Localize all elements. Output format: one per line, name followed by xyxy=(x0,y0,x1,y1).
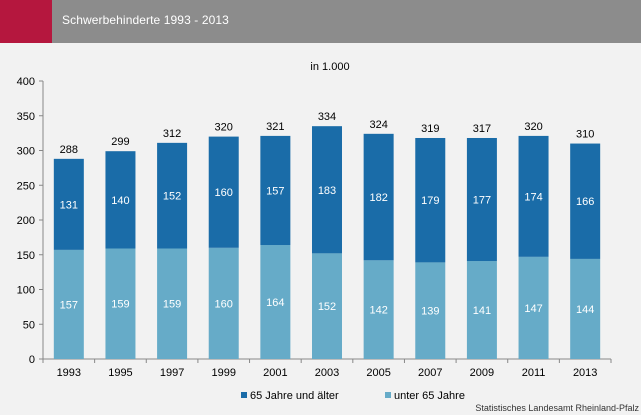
data-label-total: 319 xyxy=(421,123,439,135)
bar-segment-unter-65 xyxy=(415,262,446,359)
bar-segment-65-und-aelter xyxy=(312,126,342,254)
y-tick-label: 0 xyxy=(29,354,35,366)
data-label-65-und-aelter: 160 xyxy=(215,187,233,199)
data-label-unter-65: 164 xyxy=(266,297,284,309)
x-tick-label: 2011 xyxy=(522,367,546,379)
x-tick-label: 1993 xyxy=(57,367,81,379)
data-label-unter-65: 139 xyxy=(421,306,439,318)
bar-segment-65-und-aelter xyxy=(518,135,549,257)
data-label-total: 299 xyxy=(111,136,129,148)
data-label-unter-65: 141 xyxy=(473,305,491,317)
chart-subtitle: in 1.000 xyxy=(310,61,349,73)
data-label-total: 324 xyxy=(369,119,387,131)
bar-segment-unter-65 xyxy=(157,248,188,359)
data-label-65-und-aelter: 174 xyxy=(524,191,542,203)
y-tick-label: 200 xyxy=(17,215,35,227)
data-label-unter-65: 159 xyxy=(163,299,181,311)
data-label-total: 317 xyxy=(473,123,491,135)
bar-segment-unter-65 xyxy=(518,256,549,359)
data-label-unter-65: 147 xyxy=(524,303,542,315)
page-title: Schwerbehinderte 1993 - 2013 xyxy=(62,13,229,27)
bar-segment-65-und-aelter xyxy=(466,137,497,262)
legend-swatch-65-und-aelter xyxy=(241,392,247,398)
y-tick-label: 150 xyxy=(17,250,35,262)
y-tick-label: 300 xyxy=(17,146,35,158)
bar-segment-unter-65 xyxy=(312,253,342,359)
data-label-total: 334 xyxy=(318,111,336,123)
bar-segment-unter-65 xyxy=(570,258,601,359)
bar-segment-65-und-aelter xyxy=(208,136,239,248)
bar-segment-65-und-aelter xyxy=(260,135,291,246)
data-label-unter-65: 142 xyxy=(369,305,387,317)
data-label-65-und-aelter: 183 xyxy=(318,185,336,197)
data-label-65-und-aelter: 152 xyxy=(163,191,181,203)
bar-segment-unter-65 xyxy=(363,260,394,359)
data-label-unter-65: 152 xyxy=(318,301,336,313)
data-label-unter-65: 144 xyxy=(576,304,594,316)
data-label-65-und-aelter: 179 xyxy=(421,195,439,207)
stacked-bar-chart: in 1.000 0 50 100 150 200 250 300 350 400 157 131 28… xyxy=(17,61,612,402)
data-label-total: 321 xyxy=(266,121,284,133)
source-credit: Statistisches Landesamt Rheinland-Pfalz xyxy=(475,403,639,413)
bar-segment-unter-65 xyxy=(53,249,84,359)
x-tick-label: 2005 xyxy=(366,367,390,379)
y-tick-label: 250 xyxy=(17,180,35,192)
bar-segment-unter-65 xyxy=(260,245,291,359)
data-label-unter-65: 157 xyxy=(60,299,78,311)
bar-segment-65-und-aelter xyxy=(105,151,136,249)
data-label-total: 288 xyxy=(60,144,78,156)
x-tick-label: 1997 xyxy=(160,367,184,379)
y-tick-label: 50 xyxy=(23,319,35,331)
bar-segment-unter-65 xyxy=(208,247,239,359)
bar-segment-65-und-aelter xyxy=(53,158,84,250)
legend-label-unter-65: unter 65 Jahre xyxy=(394,390,465,402)
data-label-65-und-aelter: 166 xyxy=(576,196,594,208)
bar-segment-65-und-aelter xyxy=(157,142,188,249)
x-tick-label: 2007 xyxy=(418,367,442,379)
data-label-total: 320 xyxy=(215,122,233,134)
x-tick-label: 1995 xyxy=(108,367,132,379)
legend-swatch-unter-65 xyxy=(385,392,391,398)
bar-segment-65-und-aelter xyxy=(363,133,394,261)
data-label-65-und-aelter: 157 xyxy=(266,185,284,197)
data-label-65-und-aelter: 140 xyxy=(111,195,129,207)
bar-segment-65-und-aelter xyxy=(415,137,446,263)
y-tick-label: 350 xyxy=(17,111,35,123)
x-tick-label: 2001 xyxy=(263,367,287,379)
header-accent-block xyxy=(0,0,52,43)
data-label-65-und-aelter: 177 xyxy=(473,194,491,206)
x-tick-label: 2009 xyxy=(470,367,494,379)
data-label-65-und-aelter: 182 xyxy=(369,192,387,204)
legend-label-65-und-aelter: 65 Jahre und älter xyxy=(250,390,339,402)
x-tick-label: 2013 xyxy=(573,367,597,379)
data-label-total: 320 xyxy=(524,121,542,133)
bar-segment-65-und-aelter xyxy=(570,143,601,259)
data-label-total: 312 xyxy=(163,128,181,140)
x-tick-label: 1999 xyxy=(211,367,235,379)
bar-segment-unter-65 xyxy=(105,248,136,359)
y-tick-label: 400 xyxy=(17,76,35,88)
data-label-total: 310 xyxy=(576,129,594,141)
y-tick-label: 100 xyxy=(17,285,35,297)
data-label-65-und-aelter: 131 xyxy=(60,199,78,211)
data-label-unter-65: 159 xyxy=(111,299,129,311)
x-tick-label: 2003 xyxy=(315,367,339,379)
header-bar: Schwerbehinderte 1993 - 2013 xyxy=(0,0,641,43)
bar-segment-unter-65 xyxy=(466,261,497,359)
data-label-unter-65: 160 xyxy=(215,298,233,310)
